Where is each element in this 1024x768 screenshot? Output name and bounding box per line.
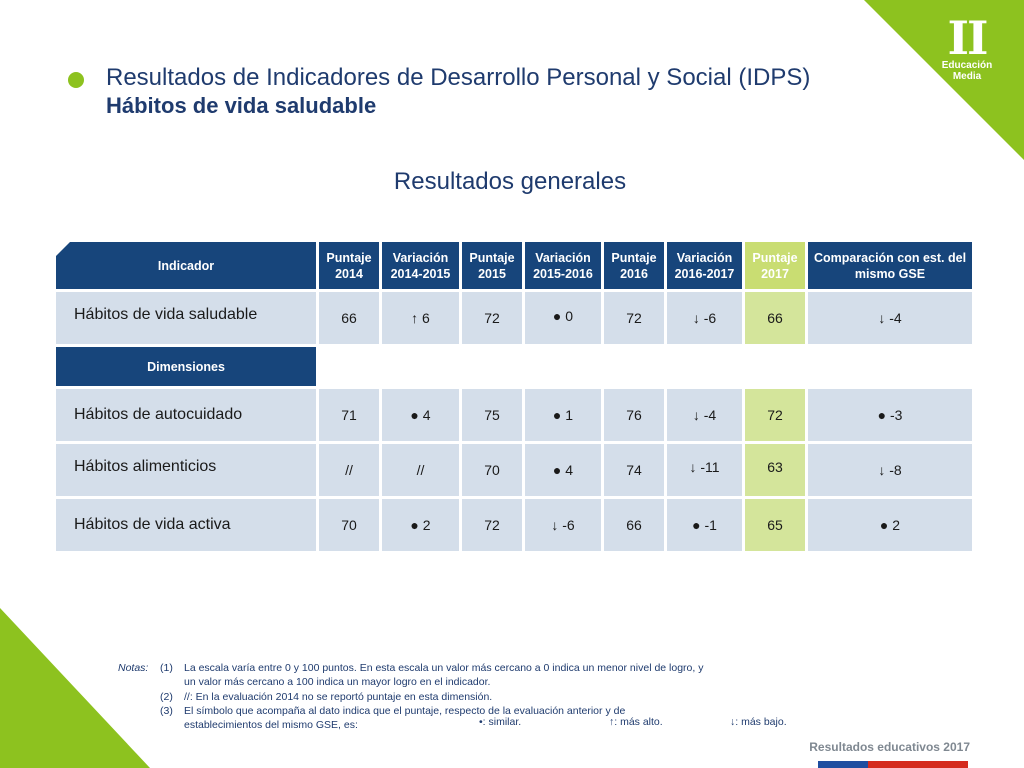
note-1-number: (1) <box>160 662 173 674</box>
footer-flag-stripe <box>818 761 968 768</box>
row-vida-activa-p2016: 66 <box>604 499 664 551</box>
note-1-line-2: un valor más cercano a 100 indica un may… <box>184 676 491 688</box>
main-v1415: ↑ 6 <box>382 292 459 344</box>
row-vida-activa-v1617: ● -1 <box>667 499 742 551</box>
note-2-line-1: //: En la evaluación 2014 no se reportó … <box>184 691 493 703</box>
row-alimenticios-p2016: 74 <box>604 444 664 496</box>
brand-mark: II <box>947 11 988 65</box>
row-vida-activa-gse: ● 2 <box>808 499 972 551</box>
row-autocuidado-v1516: ● 1 <box>525 389 601 441</box>
row-alimenticios-p2017: 63 <box>745 444 805 496</box>
header-variacion-2016-2017: Variación 2016-2017 <box>667 242 742 289</box>
header-comparacion-gse: Comparación con est. del mismo GSE <box>808 242 972 289</box>
row-vida-activa-v1415: ● 2 <box>382 499 459 551</box>
footer-label: Resultados educativos 2017 <box>809 740 970 754</box>
row-alimenticios-gse: ↓ -8 <box>808 444 972 496</box>
note-3-line-2: establecimientos del mismo GSE, es: <box>184 719 358 731</box>
main-gse: ↓ -4 <box>808 292 972 344</box>
note-2-number: (2) <box>160 691 173 703</box>
legend-lower: ↓: más bajo. <box>730 716 787 728</box>
header-dimensiones: Dimensiones <box>56 347 316 386</box>
header-variacion-2014-2015: Variación 2014-2015 <box>382 242 459 289</box>
header-puntaje-2017: Puntaje 2017 <box>745 242 805 289</box>
main-p2015: 72 <box>462 292 522 344</box>
row-autocuidado-p2017: 72 <box>745 389 805 441</box>
brand-line-1: Educación <box>941 60 993 71</box>
header-indicator: Indicador <box>56 242 316 289</box>
row-autocuidado-v1415: ● 4 <box>382 389 459 441</box>
brand-badge: II Educación Media <box>932 11 1002 82</box>
row-autocuidado-v1617: ↓ -4 <box>667 389 742 441</box>
row-alimenticios-label: Hábitos alimenticios <box>56 444 316 496</box>
row-alimenticios-v1516: ● 4 <box>525 444 601 496</box>
notes-label: Notas: <box>118 662 149 674</box>
brand-wedge <box>724 0 1024 160</box>
row-autocuidado-label: Hábitos de autocuidado <box>56 389 316 441</box>
row-autocuidado-p2015: 75 <box>462 389 522 441</box>
page-subtitle: Hábitos de vida saludable <box>106 93 377 118</box>
section-title: Resultados generales <box>393 168 627 195</box>
row-alimenticios-p2015: 70 <box>462 444 522 496</box>
legend-similar: •: similar. <box>479 716 522 728</box>
main-p2014: 66 <box>319 292 379 344</box>
main-indicator-label: Hábitos de vida saludable <box>56 292 316 344</box>
row-vida-activa-p2017: 65 <box>745 499 805 551</box>
page-title: Resultados de Indicadores de Desarrollo … <box>106 64 811 91</box>
row-alimenticios-v1415: // <box>382 444 459 496</box>
row-autocuidado-p2016: 76 <box>604 389 664 441</box>
row-vida-activa-v1516: ↓ -6 <box>525 499 601 551</box>
row-alimenticios-p2014: // <box>319 444 379 496</box>
header-variacion-2015-2016: Variación 2015-2016 <box>525 242 601 289</box>
main-p2016: 72 <box>604 292 664 344</box>
row-autocuidado-gse: ● -3 <box>808 389 972 441</box>
row-vida-activa-p2015: 72 <box>462 499 522 551</box>
brand-line-2: Media <box>952 71 982 82</box>
main-p2017: 66 <box>745 292 805 344</box>
header-puntaje-2014: Puntaje 2014 <box>319 242 379 289</box>
header-puntaje-2016: Puntaje 2016 <box>604 242 664 289</box>
corner-decoration-bottom-left <box>0 608 150 768</box>
header-puntaje-2015: Puntaje 2015 <box>462 242 522 289</box>
row-vida-activa-p2014: 70 <box>319 499 379 551</box>
note-1-line-1: La escala varía entre 0 y 100 puntos. En… <box>184 662 704 674</box>
note-3-number: (3) <box>160 705 173 717</box>
row-vida-activa-label: Hábitos de vida activa <box>56 499 316 551</box>
legend-higher: ↑: más alto. <box>609 716 663 728</box>
row-autocuidado-p2014: 71 <box>319 389 379 441</box>
title-bullet-icon <box>68 72 84 88</box>
row-alimenticios-v1617: ↓ -11 <box>667 444 742 496</box>
note-3-line-1: El símbolo que acompaña al dato indica q… <box>184 705 626 717</box>
main-v1617: ↓ -6 <box>667 292 742 344</box>
main-v1516: ● 0 <box>525 292 601 344</box>
